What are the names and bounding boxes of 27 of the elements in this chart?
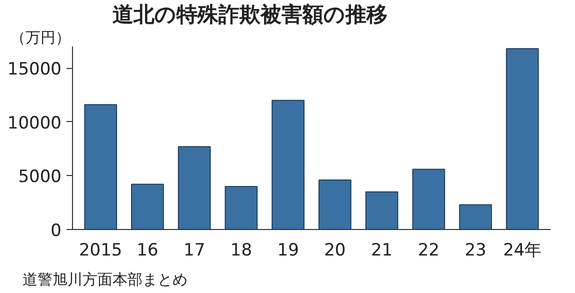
- y-tick-label: 0: [50, 221, 62, 241]
- x-tick-label: 21: [370, 240, 393, 260]
- bar: [84, 104, 118, 230]
- y-tick-label: 15000: [7, 60, 62, 80]
- x-tick-label: 22: [418, 240, 440, 260]
- x-tick-label: 23: [464, 240, 486, 260]
- bar: [272, 100, 304, 230]
- bar: [178, 146, 211, 230]
- bar: [459, 204, 492, 230]
- x-tick-label: 18: [230, 240, 252, 260]
- x-tick-label: 24年: [503, 240, 542, 260]
- chart-title: 道北の特殊詐欺被害額の推移: [112, 2, 388, 26]
- x-tick-label: 19: [277, 240, 299, 260]
- y-tick-label: 10000: [7, 113, 62, 134]
- x-tick-label: 2015: [78, 240, 122, 260]
- y-tick-label: 5000: [18, 167, 62, 188]
- bar: [318, 179, 352, 230]
- x-tick-label: 16: [136, 240, 158, 260]
- bar: [506, 48, 539, 230]
- y-axis-title: （万円）: [10, 28, 70, 46]
- bar: [412, 168, 446, 230]
- x-tick-label: 20: [324, 240, 346, 260]
- bar: [365, 191, 398, 230]
- text: 道警旭川方面本部まとめ: [22, 270, 188, 288]
- x-tick-label: 17: [184, 240, 206, 260]
- bar: [224, 186, 258, 230]
- bar: [131, 184, 164, 230]
